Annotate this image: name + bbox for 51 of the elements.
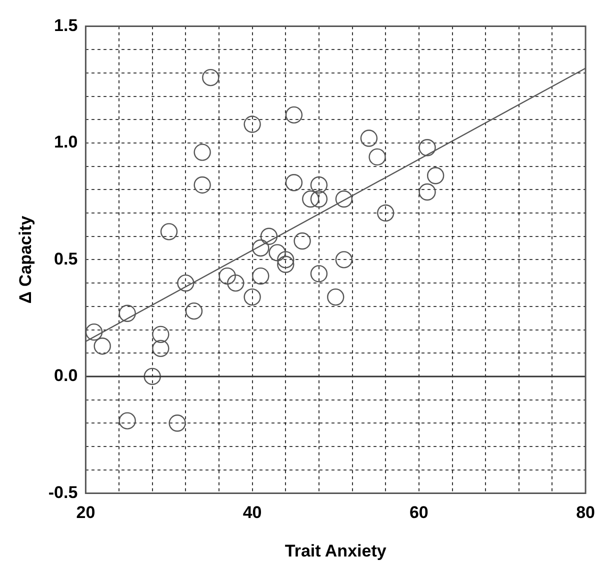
point [310,176,328,194]
point [360,130,378,147]
point [260,228,278,245]
point [94,337,111,355]
point [144,368,161,386]
point [310,190,328,208]
point [327,288,344,306]
point [252,267,270,285]
point [118,304,136,322]
point [418,183,436,201]
point [277,256,294,273]
point [194,176,211,194]
y-tick-label: -0.5 [48,482,78,502]
point [302,190,320,208]
point [285,106,303,124]
point [160,223,178,240]
point [277,251,294,268]
point [244,116,261,133]
y-tick-label: 0.0 [54,366,78,386]
x-axis-title: Trait Anxiety [284,541,387,560]
point [418,139,436,156]
point [268,244,286,262]
point [202,68,220,86]
x-tick-label: 40 [242,503,262,522]
point [86,323,103,341]
point [310,265,328,282]
y-tick-label: 1.5 [54,16,78,35]
point [118,412,136,430]
y-tick-label: 1.0 [54,132,78,152]
point [335,251,353,268]
x-tick-label: 20 [76,503,96,522]
point [335,190,353,208]
point [177,274,194,292]
y-tick-label: 0.5 [54,249,78,268]
point [218,267,236,285]
point [185,302,203,320]
point [227,274,244,292]
y-axis-title: Δ Capacity [16,215,35,304]
x-tick-label: 60 [409,503,428,522]
point [244,288,261,306]
point [252,239,270,257]
point [194,144,211,161]
point [285,174,303,192]
point [426,167,444,184]
point [377,204,394,222]
point [168,414,186,432]
point [368,148,386,166]
point [294,232,311,250]
point [152,326,170,344]
point [152,340,170,358]
x-tick-label: 80 [576,503,596,522]
